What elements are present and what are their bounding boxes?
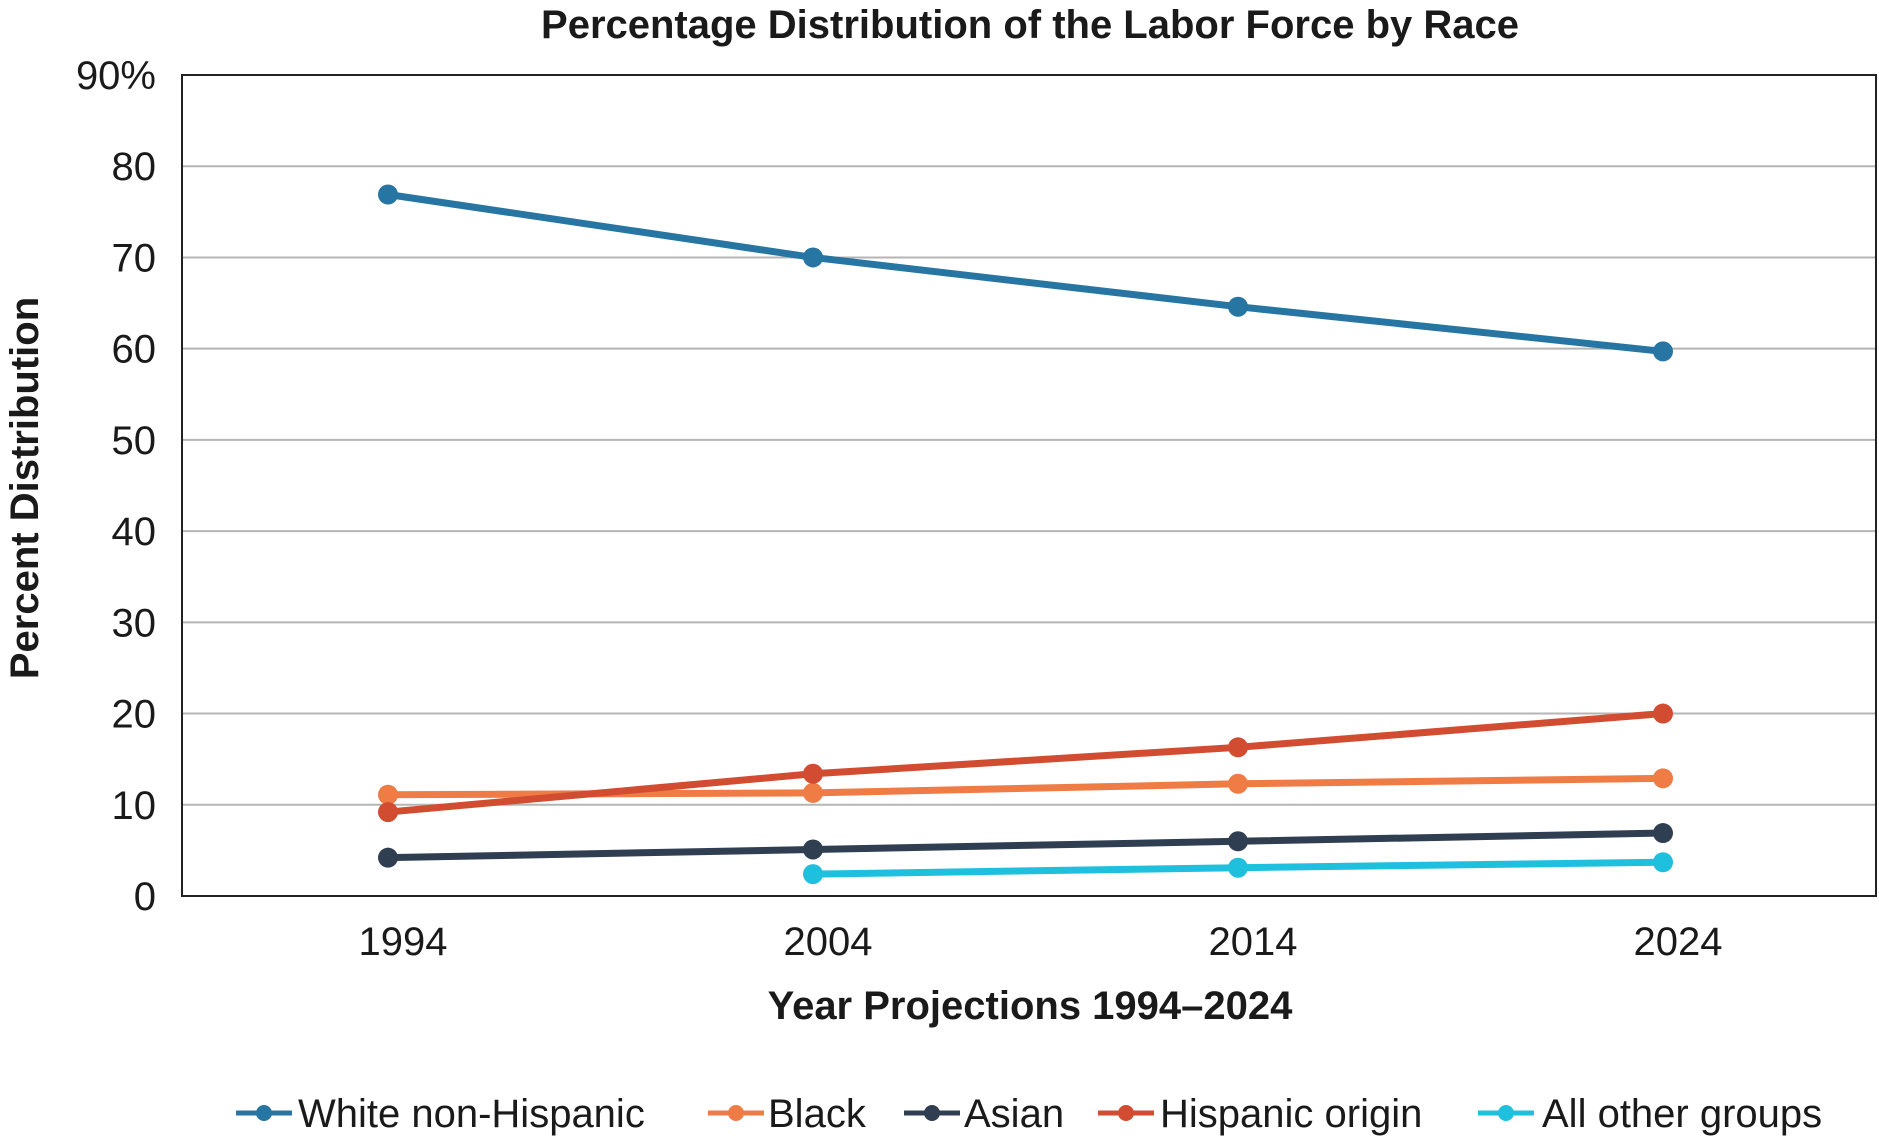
- data-point: [378, 184, 398, 205]
- data-point: [1653, 341, 1673, 362]
- series-hispanic-origin: [378, 703, 1673, 823]
- legend-label: Black: [768, 1092, 867, 1136]
- y-tick-label: 80: [112, 145, 157, 189]
- legend-marker: [1498, 1105, 1514, 1121]
- legend-marker: [1118, 1105, 1134, 1121]
- legend-label: White non-Hispanic: [298, 1092, 645, 1136]
- legend-item: Black: [708, 1092, 867, 1136]
- data-point: [1653, 823, 1673, 844]
- y-axis-ticks: 0 10 20 30 40 50 60 70 80 90%: [76, 54, 156, 919]
- data-point: [1228, 296, 1248, 317]
- data-point: [1228, 737, 1248, 758]
- y-tick-label: 10: [112, 784, 157, 828]
- x-tick-label: 2014: [1209, 920, 1298, 964]
- x-tick-label: 2024: [1634, 920, 1723, 964]
- series-black: [378, 768, 1673, 805]
- data-point: [803, 782, 823, 803]
- legend: White non-Hispanic Black Asian Hispanic ori…: [236, 1092, 1822, 1136]
- legend-item: Hispanic origin: [1098, 1092, 1422, 1136]
- series-layer: [378, 184, 1673, 885]
- data-point: [378, 802, 398, 823]
- data-point: [803, 247, 823, 268]
- chart-title: Percentage Distribution of the Labor For…: [541, 3, 1519, 47]
- legend-item: White non-Hispanic: [236, 1092, 645, 1136]
- data-point: [1653, 768, 1673, 789]
- data-point: [1653, 703, 1673, 724]
- data-point: [803, 864, 823, 885]
- y-tick-label: 70: [112, 236, 157, 280]
- series-line: [384, 829, 1667, 862]
- series-white-non-hispanic: [378, 184, 1673, 362]
- legend-label: Hispanic origin: [1160, 1092, 1422, 1136]
- y-tick-label: 20: [112, 693, 157, 737]
- series-line: [384, 710, 1667, 816]
- x-axis-ticks: 1994 2004 2014 2024: [359, 920, 1723, 964]
- legend-item: All other groups: [1478, 1092, 1822, 1136]
- y-tick-label: 50: [112, 419, 157, 463]
- data-point: [1228, 831, 1248, 852]
- y-tick-label: 40: [112, 510, 157, 554]
- data-point: [803, 763, 823, 784]
- x-axis-label: Year Projections 1994–2024: [768, 984, 1294, 1028]
- legend-marker: [924, 1105, 940, 1121]
- data-point: [378, 784, 398, 805]
- legend-item: Asian: [904, 1092, 1064, 1136]
- y-axis-label: Percent Distribution: [3, 297, 47, 679]
- x-tick-label: 1994: [359, 920, 448, 964]
- y-tick-label: 90%: [76, 54, 156, 98]
- x-tick-label: 2004: [784, 920, 873, 964]
- y-tick-label: 60: [112, 328, 157, 372]
- plot-area-frame: [181, 74, 1877, 897]
- data-point: [1653, 852, 1673, 873]
- legend-marker: [256, 1105, 272, 1121]
- legend-label: All other groups: [1542, 1092, 1822, 1136]
- gridlines: [182, 165, 1876, 806]
- series-line: [384, 191, 1667, 355]
- series-all-other-groups: [803, 852, 1673, 885]
- y-tick-label: 0: [134, 875, 156, 919]
- data-point: [803, 839, 823, 860]
- data-point: [1228, 857, 1248, 878]
- data-point: [378, 847, 398, 868]
- data-point: [1228, 773, 1248, 794]
- legend-marker: [728, 1105, 744, 1121]
- legend-label: Asian: [964, 1092, 1064, 1136]
- series-asian: [378, 823, 1673, 868]
- y-tick-label: 30: [112, 601, 157, 645]
